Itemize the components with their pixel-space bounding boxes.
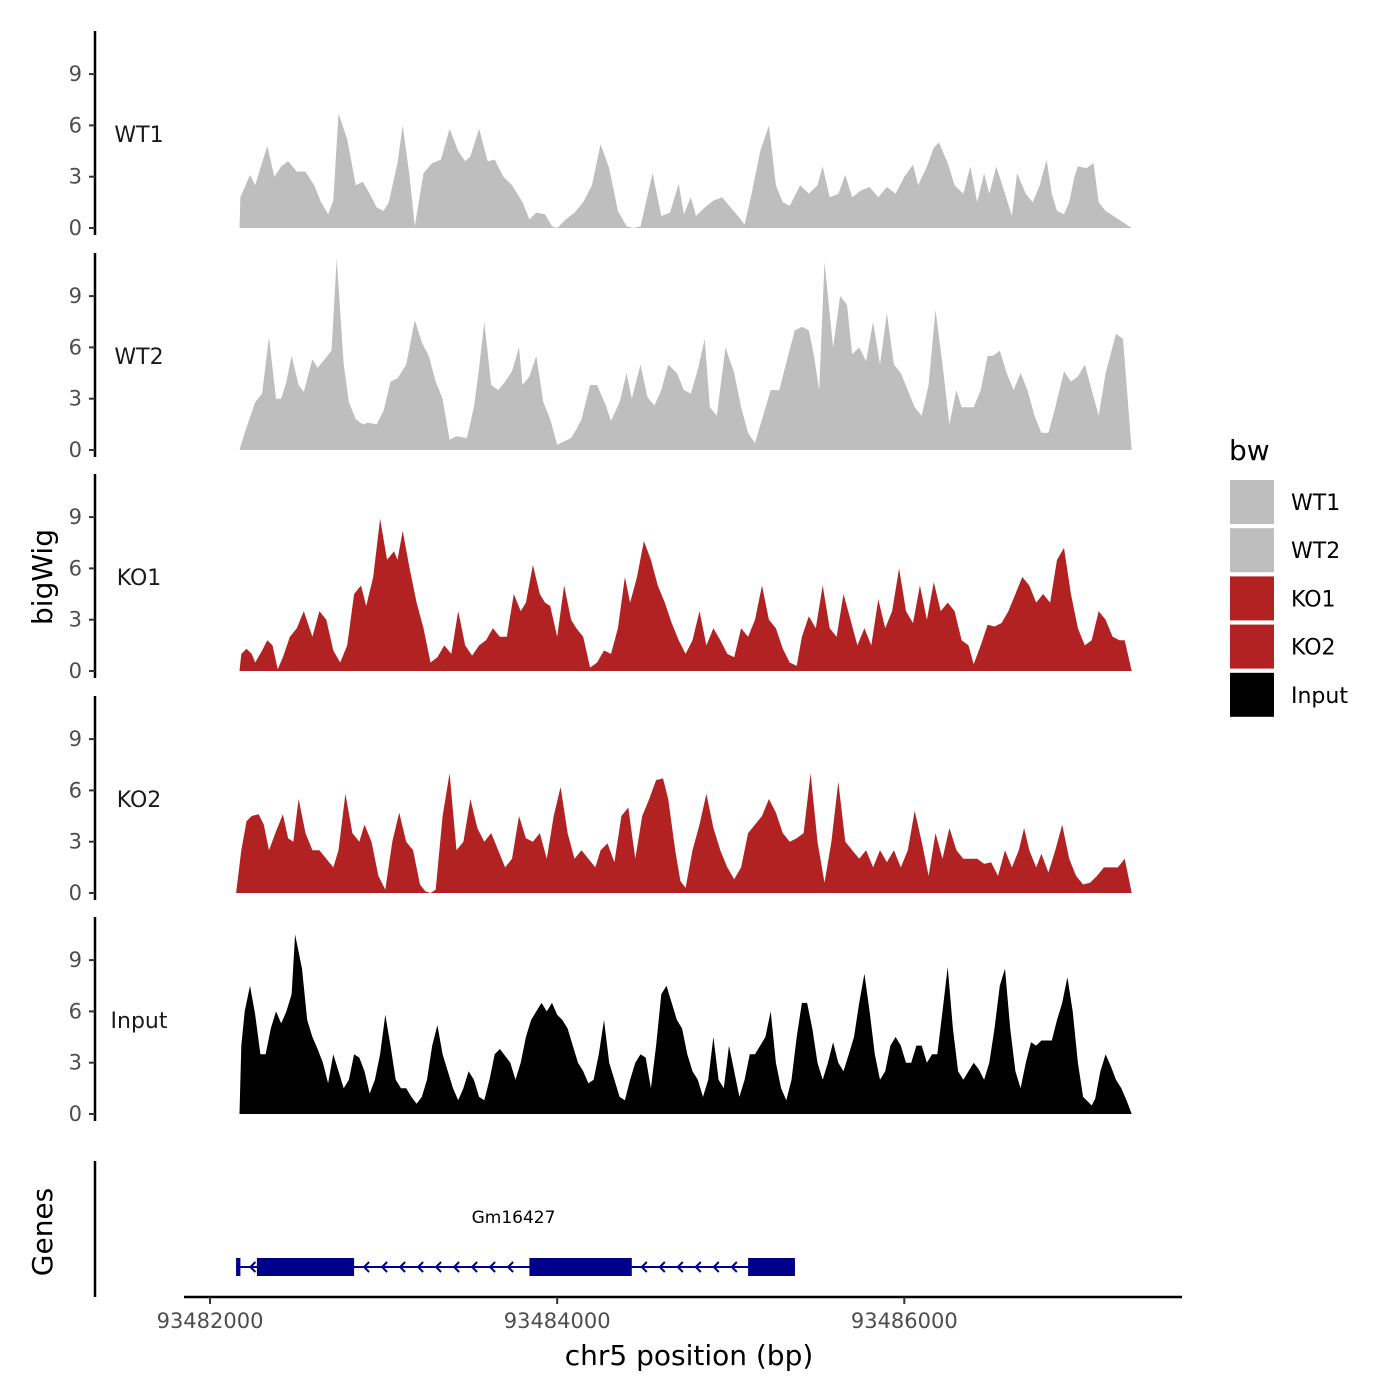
legend-label: Input xyxy=(1291,684,1348,709)
legend: bw WT1 WT2 KO1 KO2 Input xyxy=(1229,434,1348,717)
y-tick-label: 3 xyxy=(69,608,82,632)
y-tick-label: 9 xyxy=(69,62,82,86)
x-axis: 93482000 93484000 93486000 xyxy=(157,1295,1182,1333)
y-tick-label: 6 xyxy=(69,999,82,1023)
strand-arrow xyxy=(730,1261,738,1273)
track-ko1: 0 3 6 9 KO1 xyxy=(69,474,1132,683)
x-tick-label: 93486000 xyxy=(851,1309,958,1333)
track-label: KO1 xyxy=(117,566,162,591)
genes-axis-title: Genes xyxy=(26,1188,59,1276)
area-ko2 xyxy=(236,773,1132,893)
x-tick-label: 93482000 xyxy=(157,1309,264,1333)
gene-exon xyxy=(748,1258,795,1276)
y-tick-label: 0 xyxy=(69,881,82,905)
legend-label: KO2 xyxy=(1291,636,1336,661)
y-tick-label: 0 xyxy=(69,438,82,462)
strand-arrow xyxy=(434,1261,442,1273)
y-tick-label: 3 xyxy=(69,1051,82,1075)
y-tick-label: 6 xyxy=(69,556,82,580)
strand-arrow xyxy=(248,1261,257,1273)
legend-swatch-ko2 xyxy=(1230,624,1274,669)
gene-exon xyxy=(529,1258,632,1276)
legend-swatch-input xyxy=(1230,672,1274,717)
strand-arrow xyxy=(488,1261,496,1273)
strand-arrow xyxy=(676,1261,684,1273)
track-label: KO2 xyxy=(117,788,162,813)
track-wt1: 0 3 6 9 WT1 xyxy=(69,31,1132,240)
y-tick-label: 0 xyxy=(69,216,82,240)
gene-exon xyxy=(256,1258,355,1276)
strand-arrow xyxy=(452,1261,460,1273)
gene-track: Gm16427 xyxy=(93,1161,795,1297)
tracks: 0 3 6 9 WT1 0 3 6 9 WT2 0 3 6 9 KO1 0 3 6 9 KO2 0 3 6 9 Input xyxy=(69,31,1132,1126)
y-tick-label: 6 xyxy=(69,113,82,137)
y-tick-label: 9 xyxy=(69,727,82,751)
area-input xyxy=(239,934,1132,1114)
strand-arrow xyxy=(380,1261,388,1273)
y-tick-label: 9 xyxy=(69,284,82,308)
legend-swatch-wt1 xyxy=(1230,480,1274,524)
y-tick-label: 3 xyxy=(69,165,82,189)
legend-swatch-wt2 xyxy=(1230,528,1274,573)
y-tick-label: 6 xyxy=(69,335,82,359)
area-wt2 xyxy=(239,258,1132,450)
gene-exon xyxy=(236,1258,241,1276)
area-wt1 xyxy=(239,113,1132,228)
strand-arrow xyxy=(694,1261,702,1273)
y-axis-title: bigWig xyxy=(26,529,59,625)
y-tick-label: 9 xyxy=(69,505,82,529)
legend-title: bw xyxy=(1229,434,1270,467)
y-tick-label: 3 xyxy=(69,387,82,411)
strand-arrow xyxy=(658,1261,666,1273)
track-label: WT1 xyxy=(114,123,163,148)
legend-swatch-ko1 xyxy=(1230,576,1274,621)
track-label: WT2 xyxy=(114,345,163,370)
y-tick-label: 0 xyxy=(69,659,82,683)
gene-name-label: Gm16427 xyxy=(472,1208,556,1228)
strand-arrow xyxy=(362,1261,370,1273)
track-wt2: 0 3 6 9 WT2 xyxy=(69,253,1132,462)
legend-label: KO1 xyxy=(1291,587,1336,612)
strand-arrow xyxy=(416,1261,424,1273)
strand-arrow xyxy=(398,1261,406,1273)
legend-label: WT2 xyxy=(1291,539,1340,564)
track-input: 0 3 6 9 Input xyxy=(69,917,1132,1126)
track-label: Input xyxy=(111,1009,168,1034)
y-tick-label: 0 xyxy=(69,1102,82,1126)
track-ko2: 0 3 6 9 KO2 xyxy=(69,696,1132,905)
legend-label: WT1 xyxy=(1291,491,1340,516)
y-tick-label: 3 xyxy=(69,830,82,854)
x-axis-title: chr5 position (bp) xyxy=(565,1339,814,1372)
x-tick-label: 93484000 xyxy=(504,1309,611,1333)
strand-arrow xyxy=(470,1261,478,1273)
strand-arrow xyxy=(506,1261,514,1273)
area-ko1 xyxy=(239,518,1132,671)
y-tick-label: 6 xyxy=(69,778,82,802)
strand-arrow xyxy=(640,1261,648,1273)
strand-arrow xyxy=(712,1261,720,1273)
y-tick-label: 9 xyxy=(69,948,82,972)
